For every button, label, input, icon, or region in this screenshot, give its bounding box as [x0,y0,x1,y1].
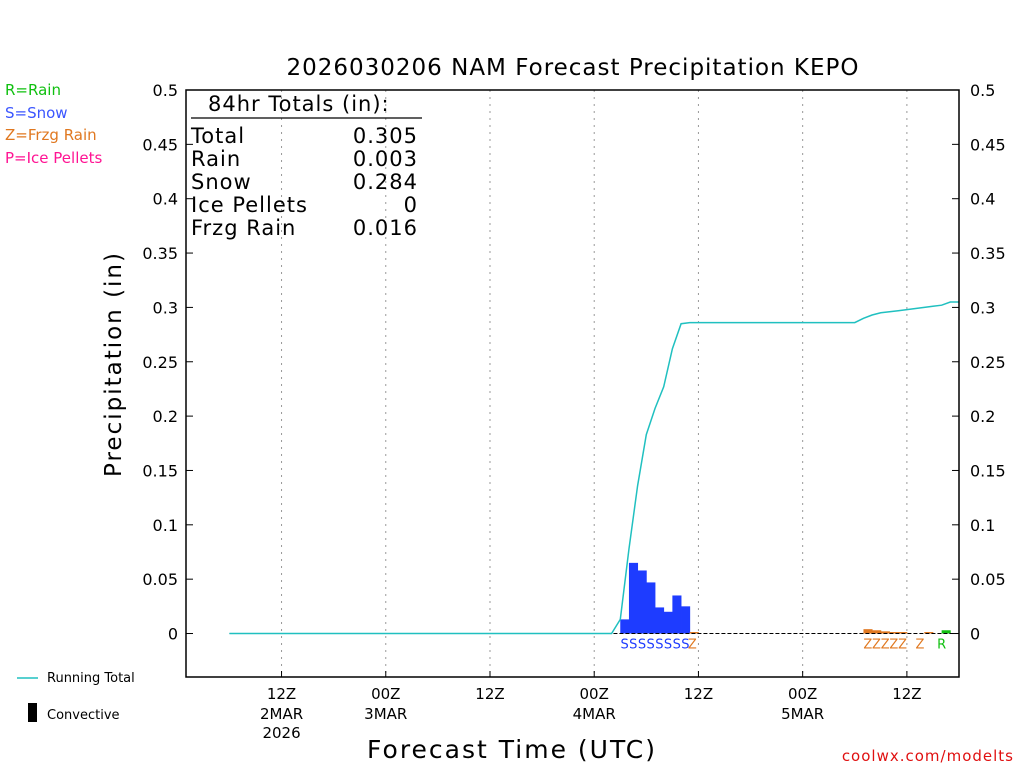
precip-bar-S [655,607,665,634]
totals-label-snow: Snow [191,170,252,194]
y-tick-label-right: 0.3 [970,298,995,317]
precip-type-label: Z [915,638,924,653]
y-tick-label-left: 0.3 [153,298,178,317]
x-tick-label: 12Z [892,685,921,703]
y-tick-label-left: 0.1 [153,516,178,535]
precip-bar-R [941,630,951,634]
y-tick-label-left: 0.45 [142,135,178,154]
y-tick-label-left: 0.35 [142,244,178,263]
legend-convective: Convective [47,708,120,723]
y-tick-label-left: 0.5 [153,81,178,100]
precip-bar-S [620,619,630,634]
x-tick-label: 12Z [684,685,713,703]
precip-bar-S [663,611,673,634]
totals-value-total: 0.305 [353,124,418,148]
precip-bar-Z [924,632,934,634]
credit-text: coolwx.com/modelts [842,747,1014,765]
precip-bar-S [646,582,656,634]
legend-freezing-rain: Z=Frzg Rain [5,126,97,144]
precip-bar-Z [872,630,882,634]
x-axis-label: Forecast Time (UTC) [367,735,657,764]
y-tick-label-right: 0.15 [970,461,1006,480]
x-tick-date: 4MAR [573,705,616,723]
precip-bar-S [628,562,639,634]
precip-type-label: S [655,638,663,653]
chart-title: 2026030206 NAM Forecast Precipitation KE… [286,55,859,81]
precip-bars [620,562,951,634]
y-tick-label-right: 0.35 [970,244,1006,263]
y-tick-label-left: 0.2 [153,407,178,426]
precip-bar-Z [863,629,873,634]
precip-type-label: Z [898,638,907,653]
totals-box: 84hr Totals (in): Total 0.305 Rain 0.003… [190,92,422,240]
totals-label-frzg-rain: Frzg Rain [191,216,296,240]
y-tick-label-right: 0.5 [970,81,995,100]
y-tick-label-right: 0.4 [970,190,995,209]
precip-bar-S [672,595,682,634]
running-total-layer [229,301,959,635]
x-tick-label: 00Z [371,685,400,703]
legend-rain: R=Rain [5,81,61,99]
y-tick-label-left: 0.4 [153,190,178,209]
precip-bar-Z [689,632,699,634]
precip-type-label: R [937,638,946,653]
convective-legend-swatch [28,703,37,722]
y-tick-label-left: 0.25 [142,353,178,372]
totals-label-rain: Rain [191,147,241,171]
y-tick-label-left: 0.05 [142,570,178,589]
precip-bar-Z [880,631,890,634]
totals-label-total: Total [190,124,245,148]
y-tick-label-right: 0.25 [970,353,1006,372]
precip-type-label: Z [863,638,872,653]
y-tick-label-right: 0.05 [970,570,1006,589]
y-tick-label-right: 0 [970,625,980,644]
running-total-line [229,301,959,635]
y-axis-label: Precipitation (in) [101,251,127,477]
y-tick-label-right: 0.1 [970,516,995,535]
totals-value-frzg-rain: 0.016 [353,216,418,240]
legend-snow: S=Snow [5,104,68,122]
precip-type-label: S [638,638,646,653]
precip-type-label: Z [881,638,890,653]
precip-type-label: S [647,638,655,653]
x-tick-date: 5MAR [781,705,824,723]
precip-type-label: Z [889,638,898,653]
precip-type-label: S [620,638,628,653]
precip-type-labels: S S S S S S S SZ Z Z Z Z Z Z R [620,638,946,653]
precip-type-label: S [681,638,689,653]
precip-bar-Z [889,632,899,634]
x-tick-label: 12Z [267,685,296,703]
precip-bar-Z [898,632,908,634]
x-tick-label: 12Z [475,685,504,703]
precip-type-label: S [664,638,672,653]
precip-bar-S [637,570,647,634]
x-tick-label: 00Z [580,685,609,703]
y-tick-label-left: 0 [168,625,178,644]
totals-label-ice-pellets: Ice Pellets [191,193,308,217]
precip-type-label: Z [688,638,697,653]
x-tick-year: 2026 [262,724,300,742]
legend-running-total: Running Total [47,671,135,686]
plot-frame [185,89,960,678]
y-tick-label-right: 0.45 [970,135,1006,154]
x-tick-date: 2MAR [260,705,303,723]
y-tick-label-right: 0.2 [970,407,995,426]
totals-value-snow: 0.284 [353,170,418,194]
precip-type-label: Z [872,638,881,653]
x-tick-date: 3MAR [364,705,407,723]
y-tick-label-left: 0.15 [142,461,178,480]
totals-value-rain: 0.003 [353,147,418,171]
legend-ice-pellets: P=Ice Pellets [5,149,103,167]
precip-type-label: S [673,638,681,653]
x-tick-label: 00Z [788,685,817,703]
totals-value-ice-pellets: 0 [404,193,418,217]
totals-heading: 84hr Totals (in): [208,92,390,116]
precip-bar-S [681,606,691,634]
precip-type-label: S [629,638,637,653]
